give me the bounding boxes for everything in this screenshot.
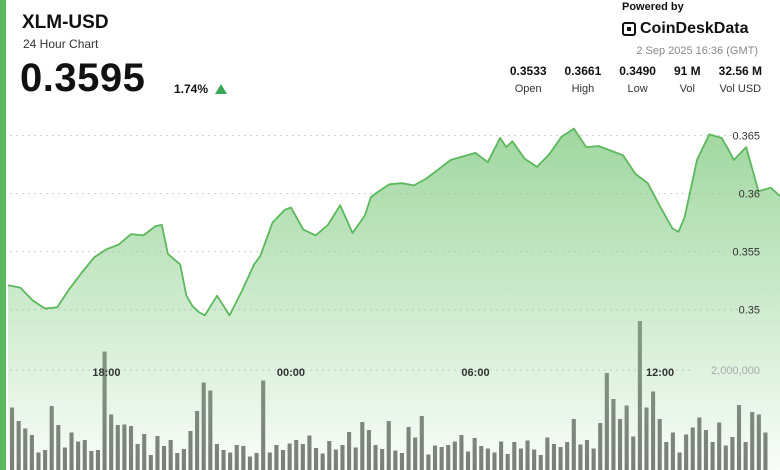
pair-title: XLM-USD: [22, 12, 109, 33]
x-tick-label: 18:00: [92, 367, 120, 379]
price-area: [7, 127, 780, 470]
stat-label: Vol: [679, 83, 695, 95]
price-area-fill: [8, 128, 780, 470]
coindesk-logo-icon: [622, 22, 636, 36]
stat-label: Vol USD: [719, 83, 762, 95]
y-tick-label: 0.365: [732, 131, 760, 143]
x-tick-label: 06:00: [461, 367, 489, 379]
stat-vol-usd: 32.56 M Vol USD: [719, 64, 762, 95]
y-tick-label: 0.35: [739, 305, 760, 317]
stat-low: 0.3490 Low: [619, 64, 656, 95]
y-axis-ticks: 0.35 0.355 0.36 0.365 2,000,000: [711, 131, 760, 377]
price-change: 1.74%: [174, 82, 209, 96]
current-price: 0.3595: [20, 56, 146, 100]
chart-subtitle: 24 Hour Chart: [23, 37, 99, 51]
x-axis-ticks: 18:00 00:00 06:00 12:00: [92, 367, 674, 379]
stat-vol: 91 M Vol: [674, 64, 701, 95]
stat-label: Low: [627, 83, 648, 95]
x-tick-label: 00:00: [277, 367, 305, 379]
stat-value: 0.3533: [509, 64, 547, 78]
timestamp: 2 Sep 2025 16:36 (GMT): [636, 45, 758, 57]
stat-value: 91 M: [673, 64, 701, 78]
stat-value: 32.56 M: [718, 64, 762, 78]
stat-open: 0.3533 Open: [510, 64, 547, 95]
y-tick-label: 0.355: [732, 247, 760, 259]
stat-value: 0.3661: [564, 64, 602, 78]
price-line: [7, 127, 780, 317]
stat-label: Open: [514, 83, 542, 95]
stats-row: 0.3533 Open 0.3661 High 0.3490 Low 91 M …: [492, 64, 762, 95]
stat-label: High: [571, 83, 595, 95]
y-tick-label: 0.36: [739, 189, 760, 201]
brand-name: CoinDeskData: [640, 20, 749, 37]
stat-value: 0.3490: [619, 64, 656, 78]
x-tick-label: 12:00: [646, 367, 674, 379]
powered-by-label: Powered by: [622, 1, 684, 13]
brand-logo[interactable]: CoinDeskData: [622, 20, 748, 38]
triangle-up-icon: [215, 84, 227, 94]
volume-tick-label: 2,000,000: [711, 365, 760, 377]
stat-high: 0.3661 High: [565, 64, 602, 95]
accent-bar: [0, 0, 6, 470]
